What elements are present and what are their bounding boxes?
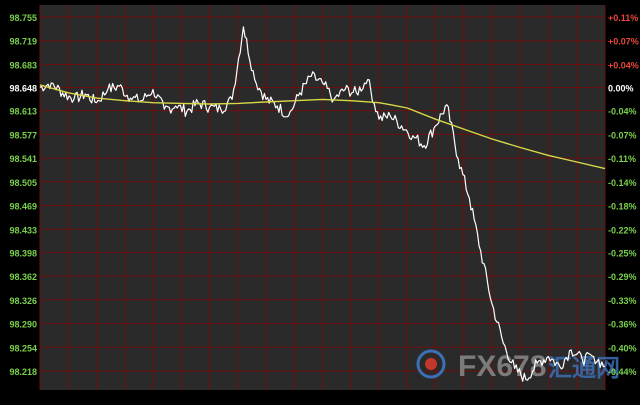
- left-tick-label: 98.505: [9, 178, 37, 188]
- watermark-brand: FX678: [458, 350, 546, 383]
- right-tick-label: -0.18%: [608, 202, 637, 212]
- price-series-line: [39, 26, 606, 382]
- left-tick-label: 98.719: [9, 37, 37, 47]
- watermark-cn: 汇通网: [548, 355, 620, 382]
- left-tick-label: 98.755: [9, 13, 37, 23]
- left-tick-label: 98.433: [9, 225, 37, 235]
- left-axis: 98.755 98.719 98.683 98.648 98.613 98.577 98.5…: [9, 13, 37, 377]
- left-tick-label: 98.290: [9, 320, 37, 330]
- left-tick-label: 98.362: [9, 272, 37, 282]
- right-tick-label: -0.40%: [608, 343, 637, 353]
- left-tick-label: 98.683: [9, 60, 37, 70]
- left-tick-label: 98.326: [9, 296, 37, 306]
- left-tick-label: 98.648: [9, 84, 37, 94]
- right-tick-label: -0.44%: [608, 367, 637, 377]
- moving-average-line: [39, 84, 606, 170]
- right-axis: +0.11% +0.07% +0.04% 0.00% -0.04% -0.07% -0.11…: [608, 13, 639, 377]
- right-tick-label: +0.11%: [608, 13, 638, 23]
- right-tick-label: -0.25%: [608, 248, 637, 258]
- right-tick-label: -0.11%: [608, 154, 636, 164]
- right-tick-label: +0.07%: [608, 37, 639, 47]
- right-tick-label: 0.00%: [608, 84, 634, 94]
- left-tick-label: 98.541: [9, 154, 37, 164]
- series-layer: [39, 26, 606, 382]
- right-tick-label: -0.07%: [608, 130, 637, 140]
- left-tick-label: 98.254: [9, 343, 37, 353]
- watermark: FX678 汇通网: [416, 349, 620, 383]
- right-tick-label: -0.36%: [608, 320, 637, 330]
- right-tick-label: -0.14%: [608, 178, 637, 188]
- left-tick-label: 98.577: [9, 130, 37, 140]
- right-tick-label: -0.29%: [608, 272, 637, 282]
- left-tick-label: 98.613: [9, 107, 37, 117]
- watermark-logo-icon: [416, 349, 446, 379]
- right-tick-label: -0.22%: [608, 225, 637, 235]
- left-tick-label: 98.398: [9, 248, 37, 258]
- left-tick-label: 98.469: [9, 202, 37, 212]
- right-tick-label: -0.04%: [608, 107, 637, 117]
- right-tick-label: +0.04%: [608, 60, 639, 70]
- left-tick-label: 98.218: [9, 367, 37, 377]
- right-tick-label: -0.33%: [608, 296, 637, 306]
- grid: [39, 5, 606, 390]
